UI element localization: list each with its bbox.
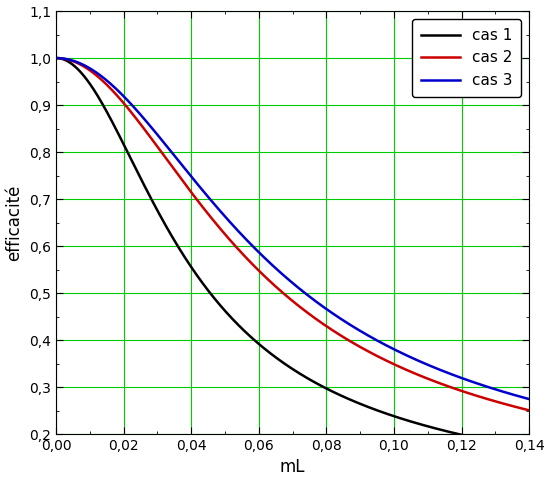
cas 2	[526, 407, 532, 413]
cas 1	[471, 435, 477, 441]
cas 2	[53, 55, 59, 61]
Legend: cas 1, cas 2, cas 3: cas 1, cas 2, cas 3	[412, 19, 521, 97]
cas 2	[439, 381, 446, 387]
Y-axis label: efficacité: efficacité	[6, 184, 24, 261]
cas 1	[53, 55, 59, 61]
cas 3	[421, 361, 428, 366]
cas 1	[81, 74, 88, 80]
cas 3	[148, 125, 155, 131]
cas 1	[503, 441, 509, 447]
cas 3	[439, 368, 446, 374]
cas 1	[439, 427, 446, 433]
cas 3	[81, 63, 88, 68]
cas 1	[421, 423, 428, 428]
cas 2	[81, 64, 88, 70]
cas 2	[471, 392, 477, 398]
cas 2	[421, 375, 428, 380]
Line: cas 3: cas 3	[56, 58, 529, 399]
X-axis label: mL: mL	[280, 458, 305, 476]
cas 3	[53, 55, 59, 61]
cas 3	[503, 389, 509, 395]
Line: cas 2: cas 2	[56, 58, 529, 410]
cas 1	[526, 445, 532, 451]
cas 3	[526, 396, 532, 402]
cas 1	[148, 198, 155, 203]
cas 2	[503, 402, 509, 407]
cas 3	[471, 379, 477, 385]
Line: cas 1: cas 1	[56, 58, 529, 448]
cas 2	[148, 136, 155, 142]
